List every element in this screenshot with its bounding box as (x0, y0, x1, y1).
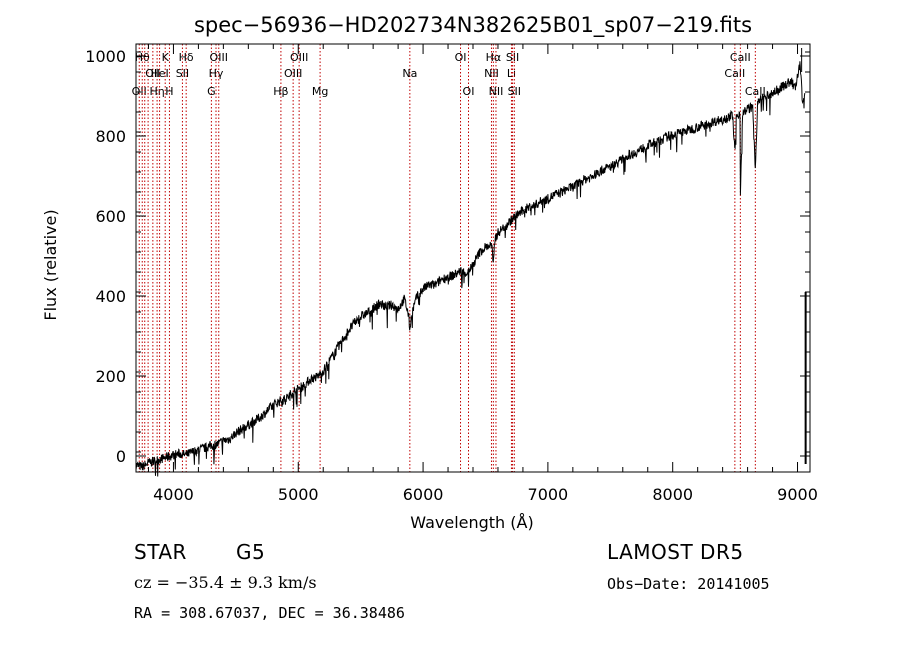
line-label-5: Hη (149, 85, 164, 98)
line-label-8: H (165, 85, 173, 98)
axis-ticks: 4000 5000 6000 7000 8000 9000 0 200 400 600 800 100… (85, 44, 818, 504)
spectrum-line (135, 61, 806, 477)
line-label-16: OIII (290, 51, 308, 64)
line-label-23: NII (489, 85, 504, 98)
line-label-1: Hθ (135, 51, 150, 64)
line-label-19: OI (455, 51, 467, 64)
coordinates: RA = 308.67037, DEC = 36.38486 (134, 604, 405, 622)
y-tick-label-3: 600 (95, 207, 126, 226)
line-label-26: SII (508, 85, 521, 98)
x-tick-label-2: 6000 (403, 485, 444, 504)
line-label-18: Na (402, 67, 417, 80)
line-label-17: Mg (312, 85, 328, 98)
line-label-9: SII (176, 67, 189, 80)
observation-date: Obs−Date: 20141005 (607, 575, 770, 593)
y-tick-label-1: 200 (95, 367, 126, 386)
line-label-7: K (162, 51, 170, 64)
line-label-12: Hγ (209, 67, 224, 80)
chart-title: spec−56936−HD202734N382625B01_sp07−219.f… (194, 13, 752, 38)
y-tick-label-2: 400 (95, 287, 126, 306)
line-label-22: Hα (486, 51, 502, 64)
line-label-24: Li (507, 67, 516, 80)
plot-frame (135, 43, 811, 473)
survey-name: LAMOST DR5 (607, 540, 744, 564)
object-class: STAR (134, 540, 187, 564)
x-tick-label-4: 8000 (652, 485, 693, 504)
line-label-28: CaII (730, 51, 751, 64)
x-tick-label-0: 4000 (153, 485, 194, 504)
line-label-20: OI (463, 85, 475, 98)
x-tick-label-5: 9000 (777, 485, 818, 504)
y-axis-label: Flux (relative) (41, 209, 60, 320)
line-label-25: SII (506, 51, 519, 64)
spectral-line-markers: OIIHθOIIHηHeIKHSIIHδGHγOIIIHβOIIIOIIIMgN… (132, 44, 766, 472)
line-label-10: Hδ (179, 51, 194, 64)
y-tick-label-4: 800 (95, 127, 126, 146)
line-label-27: CaII (724, 67, 745, 80)
x-axis-label: Wavelength (Å) (410, 513, 533, 532)
line-label-21: NII (484, 67, 499, 80)
x-tick-label-1: 5000 (278, 485, 319, 504)
object-subclass: G5 (236, 540, 266, 564)
line-label-6: HeI (150, 67, 168, 80)
radial-velocity: cz = −35.4 ± 9.3 km/s (134, 573, 317, 592)
line-label-13: OIII (210, 51, 228, 64)
line-label-11: G (207, 85, 216, 98)
y-tick-label-5: 1000 (85, 47, 126, 66)
line-label-29: CaII (745, 85, 766, 98)
y-tick-label-0: 0 (116, 447, 126, 466)
spectrum-series (135, 48, 807, 477)
line-label-15: OIII (284, 67, 302, 80)
x-tick-label-3: 7000 (528, 485, 569, 504)
line-label-14: Hβ (273, 85, 288, 98)
